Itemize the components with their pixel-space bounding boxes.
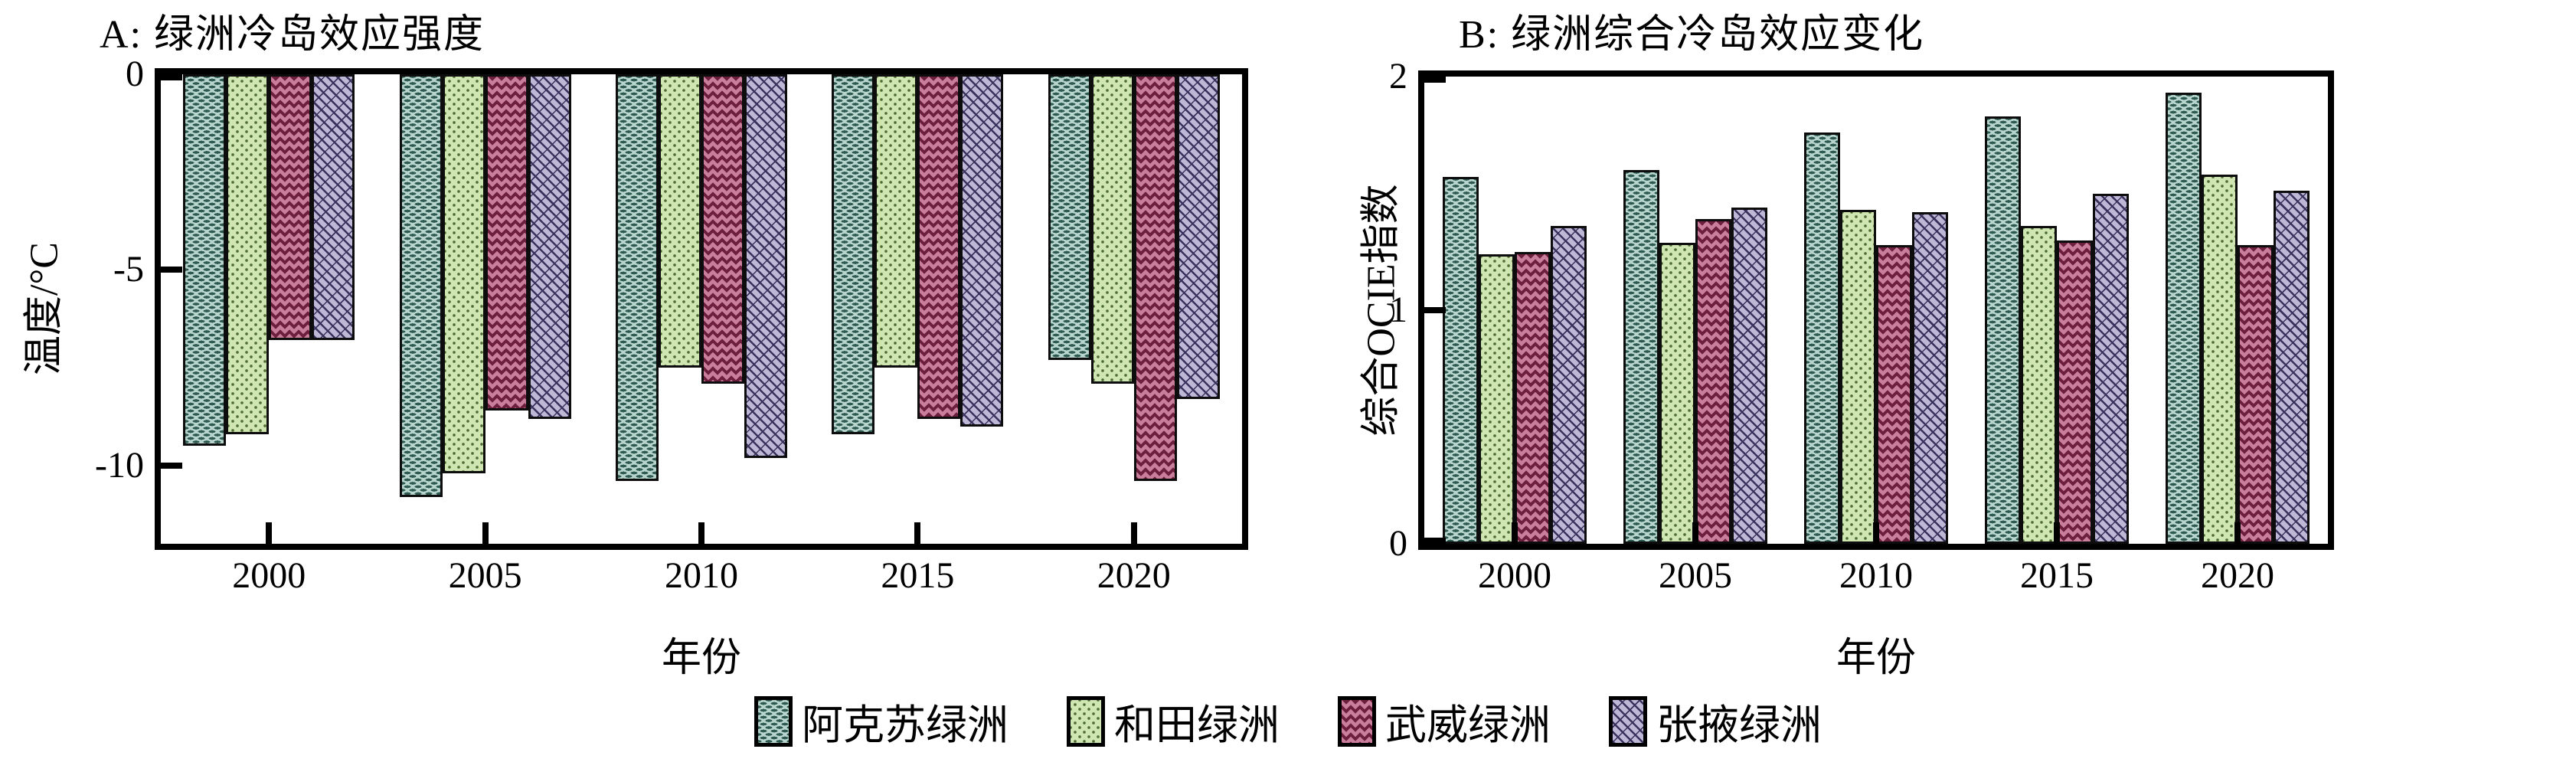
- legend-label-aksu: 阿克苏绿洲: [802, 702, 1008, 748]
- legend-label-hotan: 和田绿洲: [1114, 702, 1280, 748]
- x-tick-2015: [914, 522, 921, 544]
- legend-item-wuwei: 武威绿洲: [1338, 691, 1551, 751]
- legend-item-aksu: 阿克苏绿洲: [754, 691, 1008, 751]
- x-tick-label-2010: 2010: [665, 555, 738, 596]
- x-tick-2010: [698, 522, 704, 544]
- bar-zhangye-2005: [1731, 207, 1767, 544]
- bar-aksu-2010: [1804, 132, 1840, 544]
- bar-zhangye-2005: [528, 74, 571, 419]
- bar-wuwei-2020: [1133, 74, 1177, 482]
- bar-hotan-2005: [1659, 242, 1695, 544]
- bar-aksu-2020: [1048, 74, 1091, 360]
- bar-zhangye-2020: [2274, 191, 2310, 544]
- y-tick-0: [161, 74, 182, 80]
- y-tick-label-2: 2: [1389, 56, 1407, 96]
- chart-a-title: A: 绿洲冷岛效应强度: [100, 13, 485, 57]
- bar-aksu-2015: [832, 74, 875, 434]
- bar-aksu-2000: [183, 74, 227, 447]
- chart-a-y-axis-label: 温度/°C: [22, 242, 67, 375]
- bar-aksu-2000: [1443, 177, 1479, 544]
- y-tick-label--5: -5: [113, 249, 144, 290]
- bar-hotan-2020: [1090, 74, 1134, 384]
- x-tick-2000: [266, 522, 273, 544]
- bar-hotan-2000: [1479, 254, 1515, 544]
- bar-wuwei-2010: [701, 74, 744, 384]
- x-tick-2020: [1130, 522, 1137, 544]
- chart-a-plot-area: 2000 2005 2010 2015 2020 0 -5 -10: [95, 56, 1248, 594]
- bar-zhangye-2015: [960, 74, 1004, 427]
- bar-hotan-2005: [442, 74, 485, 473]
- bar-zhangye-2020: [1176, 74, 1220, 399]
- x-tick-label-2000: 2000: [232, 555, 306, 596]
- legend-swatch-zhangye: [1609, 695, 1647, 747]
- x-tick-2000: [1512, 522, 1518, 544]
- x-tick-2015: [2054, 522, 2060, 544]
- x-tick-label-2015: 2015: [881, 555, 955, 596]
- bar-aksu-2015: [1985, 116, 2021, 544]
- bar-wuwei-2010: [1876, 244, 1912, 544]
- x-tick-label-2010: 2010: [1839, 555, 1913, 596]
- bar-wuwei-2015: [917, 74, 961, 419]
- bar-zhangye-2000: [312, 74, 355, 341]
- bar-aksu-2020: [2166, 93, 2202, 544]
- x-tick-2005: [1692, 522, 1698, 544]
- y-tick-label-1: 1: [1389, 290, 1407, 330]
- x-tick-label-2005: 2005: [1659, 555, 1732, 596]
- bar-hotan-2015: [2021, 226, 2057, 544]
- legend-swatch-wuwei: [1338, 695, 1376, 747]
- legend-label-wuwei: 武威绿洲: [1385, 702, 1551, 748]
- y-tick-label-0: 0: [1389, 523, 1407, 564]
- y-tick-2: [1424, 77, 1446, 83]
- chart-b-plot-area: 2000 2005 2010 2015 2020 0 1 2: [1389, 58, 2334, 594]
- chart-a-x-axis-label: 年份: [661, 636, 742, 680]
- chart-b-x-axis-label: 年份: [1836, 636, 1917, 680]
- bar-zhangye-2015: [2093, 193, 2129, 544]
- y-tick-0: [1424, 538, 1446, 544]
- y-tick-1: [1424, 307, 1446, 313]
- bar-hotan-2000: [226, 74, 270, 434]
- bar-hotan-2015: [874, 74, 918, 368]
- bar-aksu-2005: [1623, 170, 1659, 544]
- bar-zhangye-2010: [744, 74, 787, 458]
- bar-wuwei-2020: [2238, 244, 2274, 544]
- bar-hotan-2010: [1840, 209, 1876, 544]
- bar-wuwei-2000: [1515, 251, 1551, 544]
- y-tick--5: [161, 267, 182, 273]
- legend-swatch-aksu: [754, 695, 793, 747]
- legend-label-zhangye: 张掖绿洲: [1656, 702, 1822, 748]
- x-tick-label-2000: 2000: [1478, 555, 1551, 596]
- bar-wuwei-2005: [485, 74, 528, 411]
- bar-zhangye-2010: [1912, 211, 1948, 544]
- x-tick-label-2020: 2020: [2201, 555, 2274, 596]
- x-tick-2020: [2234, 522, 2241, 544]
- legend-swatch-hotan: [1067, 695, 1105, 747]
- x-tick-label-2015: 2015: [2020, 555, 2094, 596]
- legend: 阿克苏绿洲 和田绿洲 武威绿洲 张掖绿洲: [754, 691, 1822, 751]
- y-tick--10: [161, 462, 182, 469]
- x-tick-2010: [1873, 522, 1879, 544]
- legend-item-zhangye: 张掖绿洲: [1609, 691, 1822, 751]
- bar-wuwei-2000: [269, 74, 312, 341]
- bar-zhangye-2000: [1551, 226, 1587, 544]
- bar-aksu-2010: [616, 74, 659, 482]
- bar-hotan-2010: [659, 74, 701, 368]
- y-tick-label-0: 0: [126, 54, 144, 94]
- y-tick-label--10: -10: [95, 444, 144, 486]
- bar-aksu-2005: [399, 74, 443, 497]
- chart-b-title: B: 绿洲综合冷岛效应变化: [1459, 13, 1925, 57]
- x-tick-label-2020: 2020: [1097, 555, 1171, 596]
- bar-hotan-2020: [2202, 175, 2238, 544]
- x-tick-label-2005: 2005: [448, 555, 522, 596]
- legend-item-hotan: 和田绿洲: [1067, 691, 1280, 751]
- x-tick-2005: [482, 522, 489, 544]
- bar-wuwei-2005: [1695, 219, 1731, 544]
- bar-wuwei-2015: [2057, 240, 2093, 544]
